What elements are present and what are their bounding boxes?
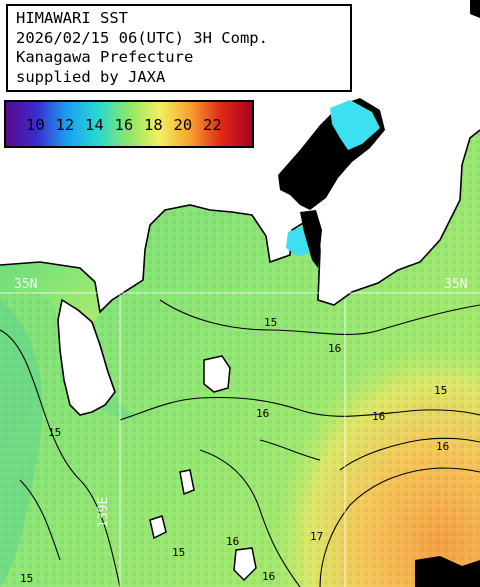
title-product: HIMAWARI SST (16, 9, 128, 27)
land-peninsula-left (58, 300, 115, 415)
contour-label: 15 (172, 546, 185, 559)
legend-tick: 12 (55, 116, 75, 134)
island-center (203, 355, 231, 393)
island-bottom-2 (233, 547, 257, 582)
legend-tick-labels: 10 12 14 16 18 20 22 (26, 116, 233, 134)
legend-tick: 22 (203, 116, 222, 134)
latitude-label-left: 35N (14, 277, 38, 292)
legend-tick: 16 (114, 116, 134, 134)
contour-label: 15 (20, 572, 33, 585)
contour-label: 16 (256, 407, 269, 420)
contour-label: 15 (264, 316, 277, 329)
cool-coastal-band (0, 300, 43, 587)
legend-tick: 14 (85, 116, 104, 134)
title-credit: supplied by JAXA (16, 67, 166, 86)
title-region: Kanagawa Prefecture (16, 48, 194, 66)
contour-label: 16 (328, 342, 341, 355)
latitude-label-right: 35N (444, 277, 468, 292)
color-legend: 10 12 14 16 18 20 22 (4, 100, 254, 148)
title-box: HIMAWARI SST 2026/02/15 06(UTC) 3H Comp.… (6, 4, 352, 92)
island-bottom-1 (149, 515, 167, 540)
contour-label: 16 (372, 410, 385, 423)
legend-tick: 20 (173, 116, 193, 134)
title-datetime: 2026/02/15 06(UTC) 3H Comp. (16, 28, 268, 47)
contour-label: 15 (434, 384, 447, 397)
contour-label: 16 (226, 535, 239, 548)
legend-color-bar (6, 102, 252, 146)
contour-label: 16 (436, 440, 449, 453)
legend-tick: 18 (144, 116, 163, 134)
isotherms (0, 299, 480, 587)
coastline (0, 129, 480, 314)
longitude-label: 139E (96, 496, 111, 528)
contour-label: 17 (310, 530, 323, 543)
legend-tick: 10 (26, 116, 45, 134)
graticule (0, 250, 480, 587)
contour-labels: 15 15 16 16 16 16 17 15 16 15 15 16 (20, 316, 449, 585)
contour-label: 16 (262, 570, 275, 583)
island-mid (179, 469, 195, 496)
contour-label: 15 (48, 426, 61, 439)
cold-patch (330, 100, 380, 150)
